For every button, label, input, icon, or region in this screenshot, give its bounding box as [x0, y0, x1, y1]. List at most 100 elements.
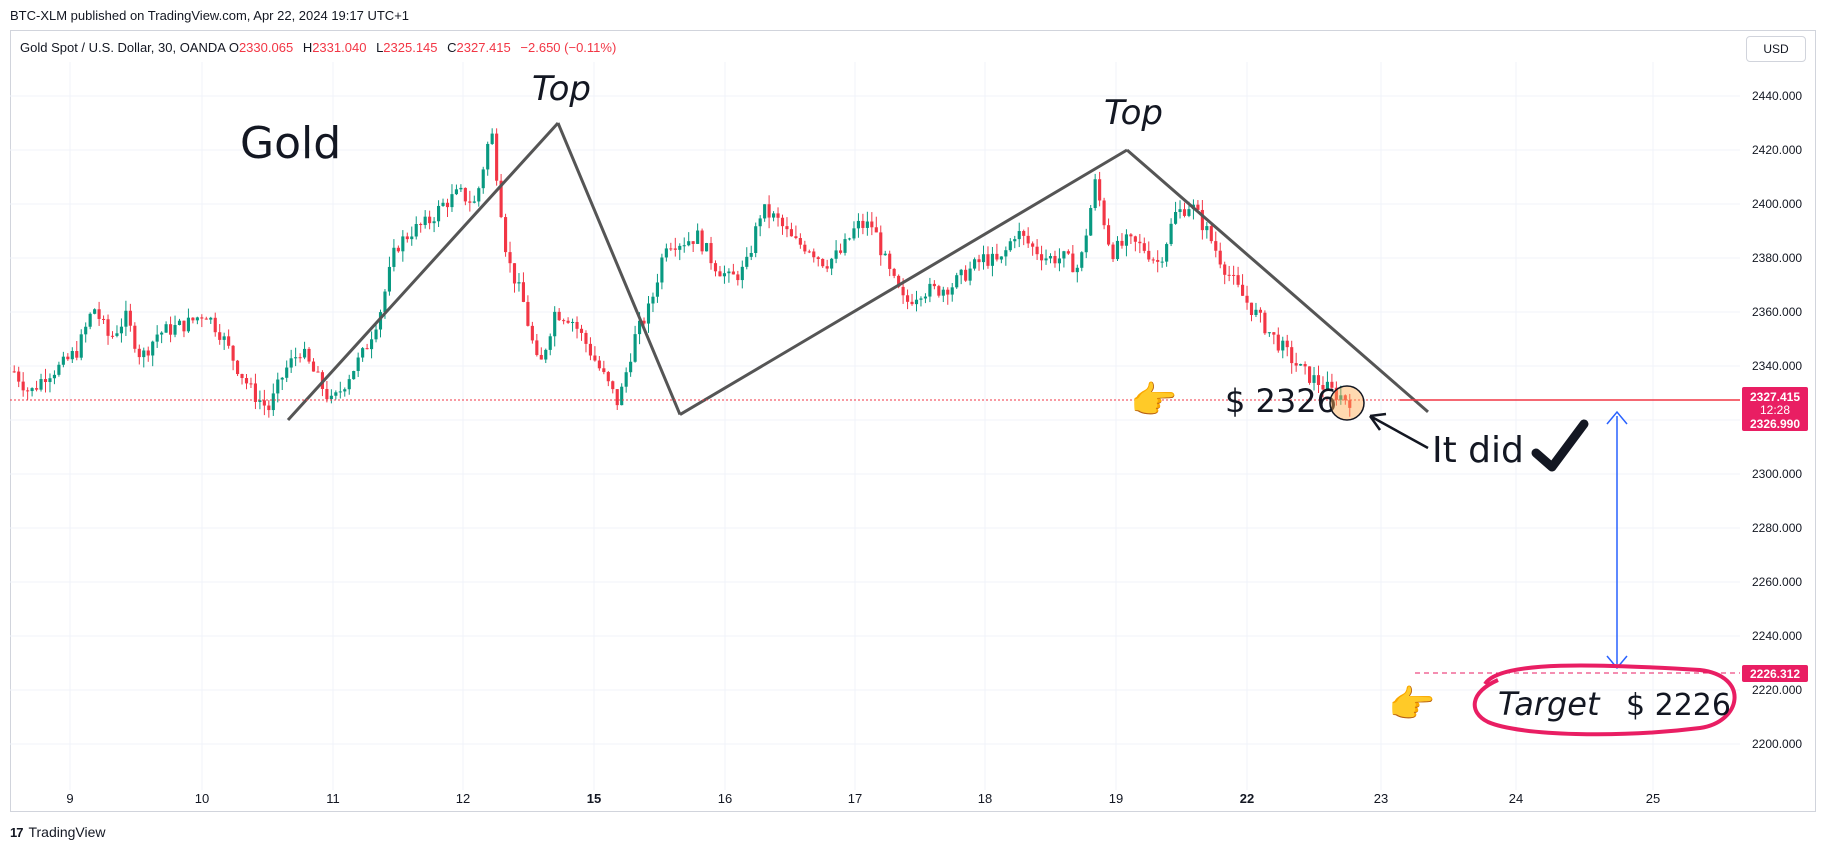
candle-body [43, 379, 48, 383]
candle-body [745, 256, 749, 267]
candle-body [566, 320, 570, 323]
candle-body [517, 282, 521, 284]
candle-body [544, 349, 548, 360]
candle-body [1276, 334, 1280, 351]
candle-body [1299, 364, 1303, 366]
candle-body [392, 247, 396, 267]
candle-body [955, 275, 959, 288]
candle-body [213, 317, 217, 333]
pointing-hand-icon-2: 👉 [1388, 684, 1436, 726]
candle-body [821, 259, 825, 267]
candle-body [593, 355, 597, 361]
candle-body [1053, 256, 1057, 264]
candle-body [222, 336, 226, 340]
candle-body [1174, 212, 1178, 224]
candle-body [160, 332, 164, 335]
candle-body [48, 378, 52, 383]
candle-body [772, 213, 776, 218]
candle-body [267, 405, 271, 411]
candle-body [1241, 284, 1245, 296]
candle-body [736, 274, 740, 281]
candle-body [526, 301, 530, 326]
candle-body [740, 266, 744, 281]
candle-body [687, 241, 691, 246]
candle-body [803, 244, 807, 252]
candle-body [946, 289, 950, 295]
candle-body [1151, 259, 1155, 261]
candle-body [825, 266, 829, 269]
candle-body [352, 371, 356, 380]
candle-body [798, 238, 802, 245]
current-price-tag [1742, 386, 1808, 431]
footer-brand: TradingView [28, 824, 106, 840]
gold-label: Gold [240, 118, 341, 169]
candle-body [218, 332, 222, 340]
candle-body [1249, 302, 1254, 315]
x-tick-label: 11 [326, 791, 340, 806]
candle-body [1308, 366, 1312, 383]
candle-body [169, 324, 173, 335]
candle-body [914, 299, 919, 305]
candle-body [1187, 209, 1191, 216]
candle-body [432, 221, 436, 224]
candle-body [1124, 234, 1128, 246]
candle-body [655, 282, 659, 297]
candle-body [1182, 209, 1187, 216]
change-value: −2.650 (−0.11%) [520, 40, 617, 55]
x-tick-label: 10 [195, 791, 209, 806]
candle-body [231, 345, 235, 361]
x-tick-label: 24 [1509, 791, 1523, 806]
candle-body [709, 243, 713, 264]
candle-body [508, 252, 512, 264]
candle-body [110, 335, 115, 337]
candle-body [262, 400, 266, 406]
currency-button[interactable]: USD [1746, 36, 1806, 62]
y-tick-label: 2200.000 [1752, 737, 1802, 751]
candle-body [1236, 275, 1240, 285]
publish-line: BTC-XLM published on TradingView.com, Ap… [10, 8, 410, 23]
candle-body [285, 367, 289, 378]
candle-body [959, 269, 963, 276]
candle-body [713, 263, 718, 272]
candle-body [722, 273, 726, 277]
y-tick-label: 2260.000 [1752, 575, 1802, 589]
pointer-arrow [1368, 412, 1429, 450]
pattern-line [286, 121, 560, 422]
candle-body [830, 258, 834, 269]
candle-body [401, 236, 405, 252]
candle-body [463, 187, 467, 202]
candle-body [258, 400, 262, 402]
candle-body [70, 351, 74, 360]
candle-body [1343, 395, 1347, 401]
candle-body [445, 202, 450, 208]
y-tick-label: 2420.000 [1752, 143, 1802, 157]
close-label: C [447, 40, 457, 55]
candle-body [61, 356, 65, 365]
x-tick-label: 12 [456, 791, 470, 806]
it-did-label: It did [1432, 430, 1524, 471]
target-circle [1472, 663, 1737, 737]
candle-body [571, 321, 575, 323]
candle-body [102, 318, 106, 320]
candle-body [209, 317, 213, 320]
bid-price-label: 2326.990 [1750, 417, 1800, 431]
candle-body [606, 372, 610, 382]
low-value: 2325.145 [383, 40, 438, 55]
candle-body [1044, 258, 1048, 261]
candle-body [289, 358, 293, 368]
candle-body [1026, 235, 1030, 244]
candle-body [477, 188, 481, 202]
touch-circle [1329, 385, 1365, 421]
candle-body [39, 379, 43, 390]
candle-body [977, 259, 981, 263]
candle-body [512, 263, 517, 284]
candle-body [88, 313, 92, 327]
candle-body [727, 271, 731, 274]
candle-body [597, 360, 601, 369]
candle-body [57, 364, 61, 375]
candle-body [776, 213, 780, 218]
candle-body [968, 268, 972, 281]
candle-body [93, 309, 97, 314]
candle-body [1205, 226, 1209, 231]
